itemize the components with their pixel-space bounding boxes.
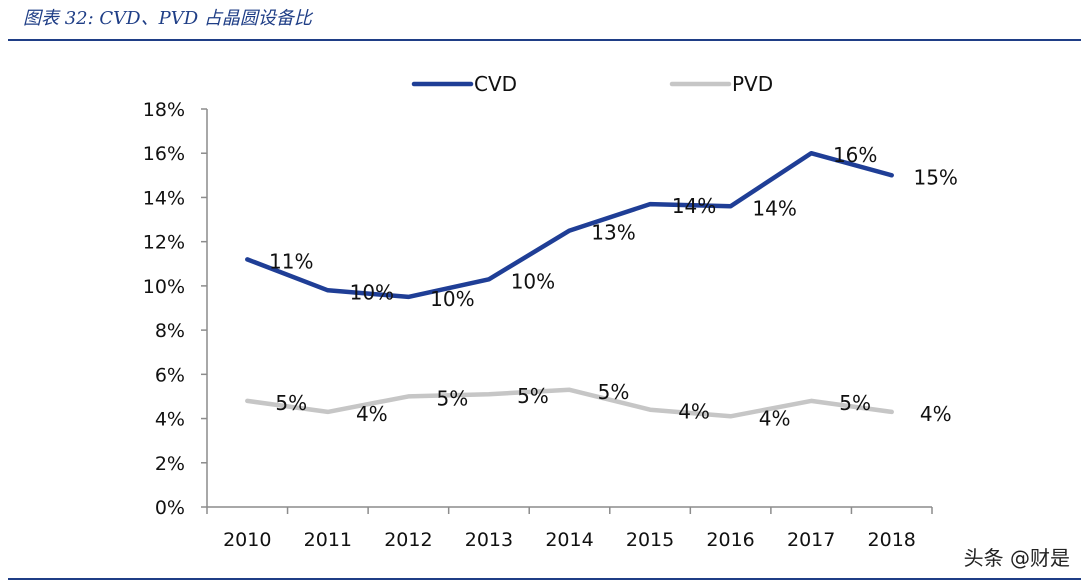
y-tick-label: 14% (143, 187, 185, 209)
legend-label-pvd: PVD (732, 72, 773, 96)
caption-rule (8, 39, 1081, 41)
y-tick-label: 6% (155, 364, 185, 386)
data-label-cvd: 14% (752, 196, 796, 220)
x-tick-label: 2017 (787, 529, 835, 551)
y-tick-label: 12% (143, 232, 185, 254)
y-tick-label: 16% (143, 143, 185, 165)
x-tick-label: 2011 (304, 529, 352, 551)
data-label-pvd: 4% (678, 400, 710, 424)
data-label-pvd: 5% (839, 391, 871, 415)
data-label-pvd: 4% (356, 402, 388, 426)
x-tick-label: 2016 (706, 529, 754, 551)
data-label-pvd: 5% (275, 391, 307, 415)
data-label-cvd: 14% (672, 194, 716, 218)
series-line-cvd (245, 150, 894, 300)
data-label-cvd: 13% (591, 221, 635, 245)
x-tick-label: 2018 (868, 529, 916, 551)
data-label-pvd: 4% (759, 406, 791, 430)
y-tick-label: 8% (155, 320, 185, 342)
footer-rule (8, 578, 1081, 580)
data-label-cvd: 16% (833, 143, 877, 167)
data-label-cvd: 10% (350, 280, 394, 304)
x-tick-label: 2010 (223, 529, 271, 551)
y-tick-label: 18% (143, 99, 185, 121)
data-label-pvd: 5% (517, 384, 549, 408)
y-tick-label: 4% (155, 409, 185, 431)
x-tick-label: 2014 (545, 529, 593, 551)
data-label-pvd: 5% (598, 380, 630, 404)
y-tick-label: 2% (155, 453, 185, 475)
series-line-pvd (245, 387, 894, 419)
y-tick-label: 0% (155, 497, 185, 519)
x-tick-label: 2013 (465, 529, 513, 551)
data-label-cvd: 11% (269, 249, 313, 273)
data-label-pvd: 5% (437, 386, 469, 410)
data-label-cvd: 15% (913, 165, 957, 189)
data-label-cvd: 10% (430, 287, 474, 311)
data-label-cvd: 10% (511, 269, 555, 293)
legend-label-cvd: CVD (474, 72, 517, 96)
figure-caption: 图表 32: CVD、PVD 占晶圆设备比 (23, 8, 312, 29)
y-tick-label: 10% (143, 276, 185, 298)
data-label-pvd: 4% (920, 402, 952, 426)
x-tick-label: 2012 (384, 529, 432, 551)
x-tick-label: 2015 (626, 529, 674, 551)
watermark-text: 头条 @财是 (964, 546, 1070, 570)
